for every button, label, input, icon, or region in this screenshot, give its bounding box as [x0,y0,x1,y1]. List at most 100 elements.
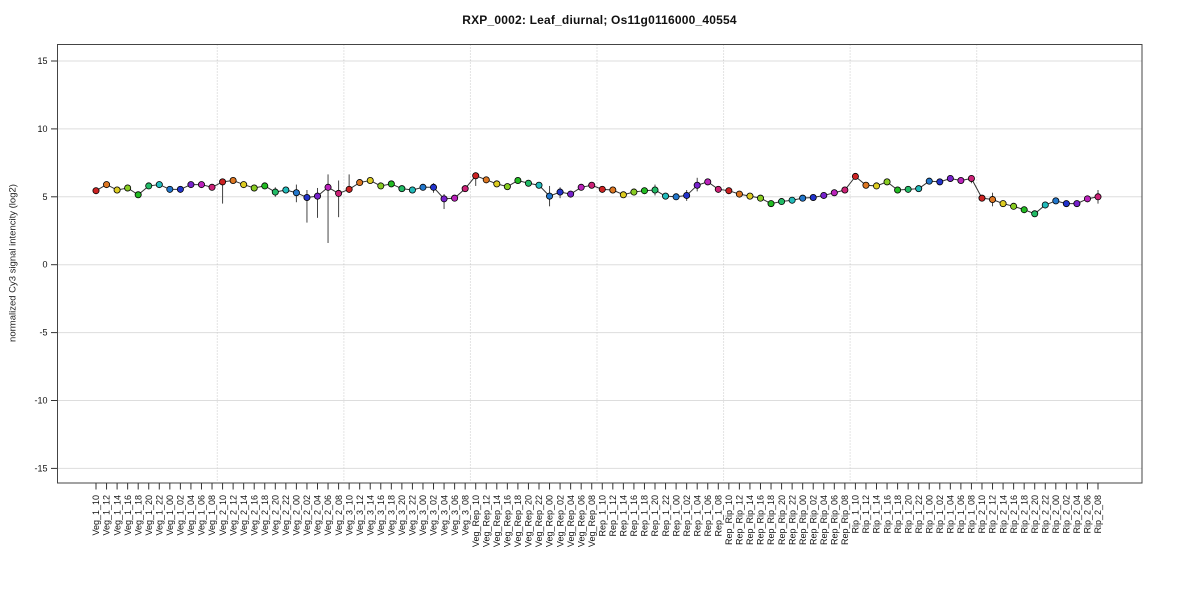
x-tick-label: Veg_3_12 [355,495,365,536]
x-tick-label: Rep_Rip_10 [724,495,734,545]
x-tick-label: Rip_1_00 [924,495,934,534]
data-point [197,181,205,189]
x-tick-label: Rip_2_02 [1062,495,1072,534]
data-point [208,183,216,191]
x-tick-label: Veg_1_00 [165,495,175,536]
data-point [567,190,575,198]
x-tick-label: Rip_1_22 [914,495,924,534]
data-point [493,180,501,188]
x-tick-label: Rep_1_10 [597,495,607,537]
data-point [408,186,416,194]
data-point [282,186,290,194]
x-tick-label: Rep_1_14 [619,495,629,537]
x-tick-label: Veg_Rep_12 [481,495,491,547]
data-point [1094,193,1102,201]
data-point [915,185,923,193]
x-tick-label: Rip_1_08 [967,495,977,534]
data-point [693,181,701,189]
data-point [451,194,459,202]
data-point [250,184,258,192]
data-point [1062,200,1070,208]
data-point [936,178,944,186]
data-point [862,181,870,189]
x-tick-label: Rep_1_16 [629,495,639,537]
data-point [145,182,153,190]
data-point [598,185,606,193]
x-tick-label: Rip_1_16 [882,495,892,534]
data-point [398,185,406,193]
x-tick-label: Veg_Rep_02 [555,495,565,547]
data-point [546,192,554,200]
data-point [219,178,227,186]
x-tick-label: Rep_Rip_04 [819,495,829,545]
x-tick-label: Rep_1_00 [671,495,681,537]
x-tick-label: Veg_Rep_14 [492,495,502,547]
data-point [556,188,564,196]
x-tick-label: Rep_Rip_12 [735,495,745,545]
x-tick-label: Veg_2_06 [323,495,333,536]
x-tick-label: Rip_2_06 [1083,495,1093,534]
x-tick-label: Veg_1_02 [176,495,186,536]
x-tick-label: Veg_Rep_10 [471,495,481,547]
x-tick-label: Veg_3_18 [387,495,397,536]
x-tick-label: Rep_1_02 [682,495,692,537]
data-point [313,192,321,200]
data-point [292,189,300,197]
x-tick-label: Veg_2_00 [292,495,302,536]
x-tick-label: Veg_2_12 [228,495,238,536]
x-tick-label: Veg_1_16 [123,495,133,536]
x-tick-label: Veg_2_16 [249,495,259,536]
data-point [704,178,712,186]
data-point [756,194,764,202]
x-tick-label: Veg_Rep_06 [576,495,586,547]
x-tick-label: Rep_Rip_20 [777,495,787,545]
x-tick-label: Rep_1_18 [640,495,650,537]
data-point [430,183,438,191]
data-point [482,176,490,184]
data-point [788,196,796,204]
x-tick-label: Rip_1_04 [946,495,956,534]
x-tick-label: Veg_3_20 [397,495,407,536]
x-tick-label: Rip_1_02 [935,495,945,534]
x-tick-label: Rip_2_16 [1009,495,1019,534]
x-tick-label: Rep_Rip_18 [766,495,776,545]
data-point [124,184,132,192]
data-point [588,181,596,189]
x-tick-label: Rep_Rip_16 [756,495,766,545]
data-point [957,177,965,185]
data-point [503,183,511,191]
data-point [1052,197,1060,205]
data-point [714,185,722,193]
chart-title: RXP_0002: Leaf_diurnal; Os11g0116000_405… [462,13,737,27]
data-point [1031,210,1039,218]
x-tick-label: Veg_3_00 [418,495,428,536]
data-point [662,192,670,200]
y-tick-label: 15 [37,56,47,66]
x-tick-label: Veg_3_16 [376,495,386,536]
x-tick-label: Veg_3_02 [429,495,439,536]
data-point [904,185,912,193]
data-point [113,186,121,194]
data-point [799,194,807,202]
x-tick-label: Veg_Rep_16 [503,495,513,547]
x-tick-label: Rip_2_08 [1093,495,1103,534]
data-point [514,177,522,185]
x-tick-label: Veg_1_14 [112,495,122,536]
data-point [229,177,237,185]
data-point [841,186,849,194]
data-point [345,185,353,193]
x-tick-label: Veg_1_20 [144,495,154,536]
data-point [1020,206,1028,214]
x-tick-label: Rip_2_18 [1019,495,1029,534]
x-tick-label: Veg_Rep_08 [587,495,597,547]
data-point [820,191,828,199]
x-tick-label: Veg_3_22 [408,495,418,536]
x-tick-label: Veg_2_20 [271,495,281,536]
data-point [335,189,343,197]
data-point [873,182,881,190]
x-tick-label: Veg_1_10 [91,495,101,536]
x-tick-label: Rip_1_12 [861,495,871,534]
data-point [651,186,659,194]
data-point [609,186,617,194]
x-tick-label: Veg_1_04 [186,495,196,536]
